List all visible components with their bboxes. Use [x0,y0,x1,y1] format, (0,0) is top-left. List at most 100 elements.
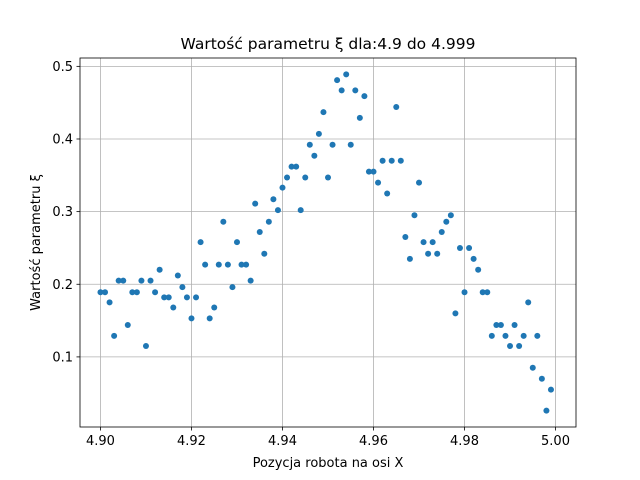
data-point [161,294,168,301]
data-point [256,228,263,235]
data-point [406,255,413,262]
data-point [466,244,473,251]
data-point [388,157,395,164]
y-tick-label: 0.4 [52,132,73,147]
data-point [193,294,200,301]
data-point [520,332,527,339]
data-point [375,179,382,186]
data-point [274,207,281,214]
data-point [170,304,177,311]
data-point [233,239,240,246]
data-points [97,71,554,414]
data-point [365,168,372,175]
data-point [493,321,500,328]
data-point [470,255,477,262]
data-point [133,289,140,296]
data-point [315,130,322,137]
y-tick-label: 0.2 [52,278,73,293]
data-point [397,157,404,164]
data-point [179,284,186,291]
data-point [361,93,368,100]
data-point [479,289,486,296]
data-point [202,261,209,268]
data-point [220,218,227,225]
y-axis-label: Wartość parametru ξ [29,174,44,311]
data-point [429,239,436,246]
data-point [206,315,213,322]
y-tick-label: 0.3 [52,205,73,220]
data-point [270,196,277,203]
data-point [434,250,441,257]
data-point [165,294,172,301]
data-point [238,261,245,268]
y-tick-label: 0.5 [52,60,73,75]
data-point [152,289,159,296]
data-point [147,277,154,284]
x-tick-label: 4.90 [86,434,115,449]
data-point [411,212,418,219]
data-point [416,179,423,186]
data-point [447,212,454,219]
data-point [261,250,268,257]
data-point [475,266,482,273]
data-point [329,141,336,148]
data-point [120,277,127,284]
data-point [174,272,181,279]
data-point [124,321,131,328]
data-point [456,244,463,251]
data-point [138,277,145,284]
data-point [356,114,363,121]
data-point [306,141,313,148]
x-tick-label: 5.00 [541,434,570,449]
plot-frame [79,57,577,428]
x-tick-label: 4.94 [268,434,297,449]
data-point [265,218,272,225]
data-point [297,207,304,214]
data-point [534,332,541,339]
data-point [288,163,295,170]
data-point [529,364,536,371]
data-point [215,261,222,268]
data-point [370,168,377,175]
data-point [311,152,318,159]
data-point [538,375,545,382]
data-point [402,234,409,241]
data-point [229,284,236,291]
data-point [302,174,309,181]
x-tick-label: 4.96 [359,434,388,449]
data-point [425,250,432,257]
data-point [183,294,190,301]
data-point [543,407,550,414]
data-point [320,109,327,116]
data-point [102,289,109,296]
data-point [443,218,450,225]
data-point [224,261,231,268]
chart-title: Wartość parametru ξ dla:4.9 do 4.999 [181,35,476,53]
data-point [497,321,504,328]
y-tick-label: 0.1 [52,350,73,365]
x-axis-label: Pozycja robota na osi X [253,456,404,471]
data-point [156,266,163,273]
data-point [325,174,331,181]
data-point [115,277,122,284]
data-point [111,332,118,339]
data-point [243,261,250,268]
data-point [352,87,359,94]
data-point [142,343,149,350]
data-point [347,141,354,148]
data-point [452,310,459,317]
data-point [384,190,391,197]
data-point [511,321,518,328]
data-point [97,289,104,296]
data-point [484,289,491,296]
data-point [252,200,259,207]
data-point [379,157,386,164]
data-point [106,299,113,306]
data-point [488,332,495,339]
data-point [188,315,195,322]
data-point [293,163,300,170]
data-point [525,299,532,306]
axis-ticks: 4.90 4.92 4.94 4.96 4.98 5.00 0.1 0.2 0.3 0.4 0.5 [52,60,570,449]
